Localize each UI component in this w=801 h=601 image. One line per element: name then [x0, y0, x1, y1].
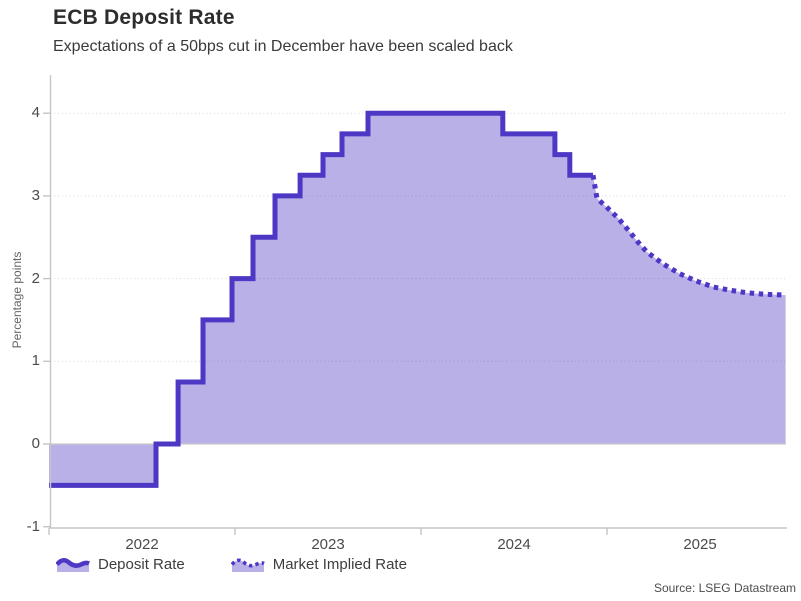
x-tick-label: 2024 [497, 536, 531, 553]
y-tick-label: 2 [31, 269, 40, 287]
y-tick-label: 4 [31, 104, 40, 122]
legend: Deposit Rate Market Implied Rate [56, 556, 407, 573]
legend-item-market-implied-rate: Market Implied Rate [230, 556, 407, 573]
x-tick-label: 2025 [683, 536, 717, 553]
solid-line-swatch-icon [56, 558, 90, 572]
y-tick-label: 3 [31, 186, 40, 204]
legend-label-deposit-rate: Deposit Rate [98, 556, 185, 573]
y-tick-label: 1 [31, 352, 40, 370]
legend-label-market-implied-rate: Market Implied Rate [272, 556, 407, 573]
legend-item-deposit-rate: Deposit Rate [56, 556, 185, 573]
y-tick-label: -1 [26, 517, 40, 535]
chart-title: ECB Deposit Rate [53, 6, 235, 29]
chart-subtitle: Expectations of a 50bps cut in December … [53, 38, 513, 55]
dotted-line-swatch-icon [230, 558, 265, 572]
source-credit: Source: LSEG Datastream [653, 581, 796, 595]
x-tick-label: 2023 [311, 536, 345, 553]
y-axis-title: Percentage points [10, 251, 24, 349]
y-tick-label: 0 [31, 435, 40, 452]
x-tick-label: 2022 [125, 536, 159, 553]
